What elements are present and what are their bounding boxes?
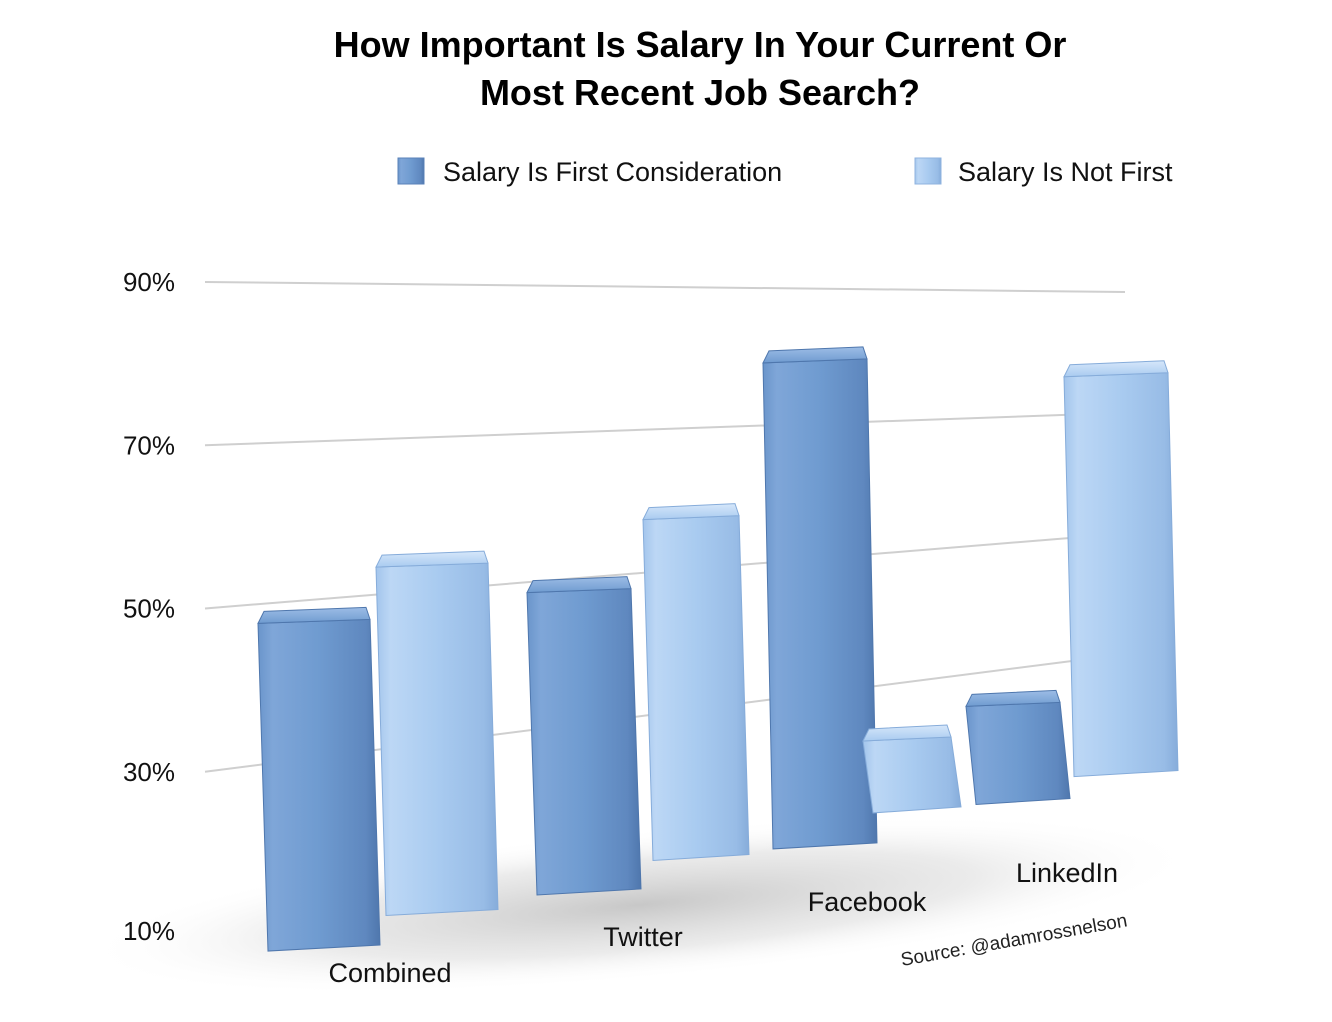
bar-body	[375, 562, 499, 917]
bar-top	[762, 346, 868, 364]
gridline	[204, 281, 1126, 293]
y-tick-label: 30%	[123, 757, 175, 787]
bar-twitter-first	[526, 576, 642, 896]
bar-top	[862, 724, 952, 742]
bar-body	[257, 618, 381, 952]
y-axis-ticks: 10% 30% 50% 70% 90%	[123, 267, 175, 946]
legend-swatch-not-first	[914, 157, 942, 185]
chart-title-line-1: How Important Is Salary In Your Current …	[334, 24, 1067, 65]
legend-label-not-first: Salary Is Not First	[958, 157, 1173, 187]
bar-top	[257, 606, 371, 624]
floor-shadow	[82, 815, 1198, 995]
bar-combined-not-first	[375, 550, 499, 917]
bar-facebook-not-first	[862, 724, 962, 814]
bar-top	[375, 550, 489, 568]
bars	[257, 346, 1179, 952]
category-label: Combined	[328, 958, 451, 988]
bar-body	[642, 515, 750, 862]
y-tick-label: 90%	[123, 267, 175, 297]
bar-twitter-not-first	[642, 503, 750, 862]
chart-title-line-2: Most Recent Job Search?	[480, 72, 920, 113]
bar-combined-first	[257, 606, 381, 952]
category-label: LinkedIn	[1016, 858, 1118, 888]
bar-top	[1063, 360, 1169, 378]
legend-label-first: Salary Is First Consideration	[443, 157, 782, 187]
y-tick-label: 70%	[123, 430, 175, 460]
bar-body	[1063, 372, 1179, 778]
bar-linkedin-not-first	[1063, 360, 1179, 778]
bar-top	[965, 689, 1061, 707]
y-tick-label: 10%	[123, 916, 175, 946]
bar-top	[526, 576, 632, 594]
category-labels: Combined Twitter Facebook LinkedIn	[328, 858, 1118, 988]
bar-body	[862, 736, 962, 814]
gridline	[204, 411, 1126, 447]
bar-linkedin-first	[965, 689, 1071, 806]
bar-top	[642, 503, 740, 521]
y-tick-label: 50%	[123, 594, 175, 624]
bar-body	[762, 358, 878, 850]
bar-facebook-first	[762, 346, 878, 850]
category-label: Twitter	[603, 922, 683, 952]
legend-swatch-first	[397, 157, 425, 185]
bar-body	[965, 701, 1071, 806]
legend: Salary Is First Consideration Salary Is …	[397, 157, 1173, 187]
category-label: Facebook	[808, 887, 927, 917]
bar-body	[526, 588, 642, 896]
